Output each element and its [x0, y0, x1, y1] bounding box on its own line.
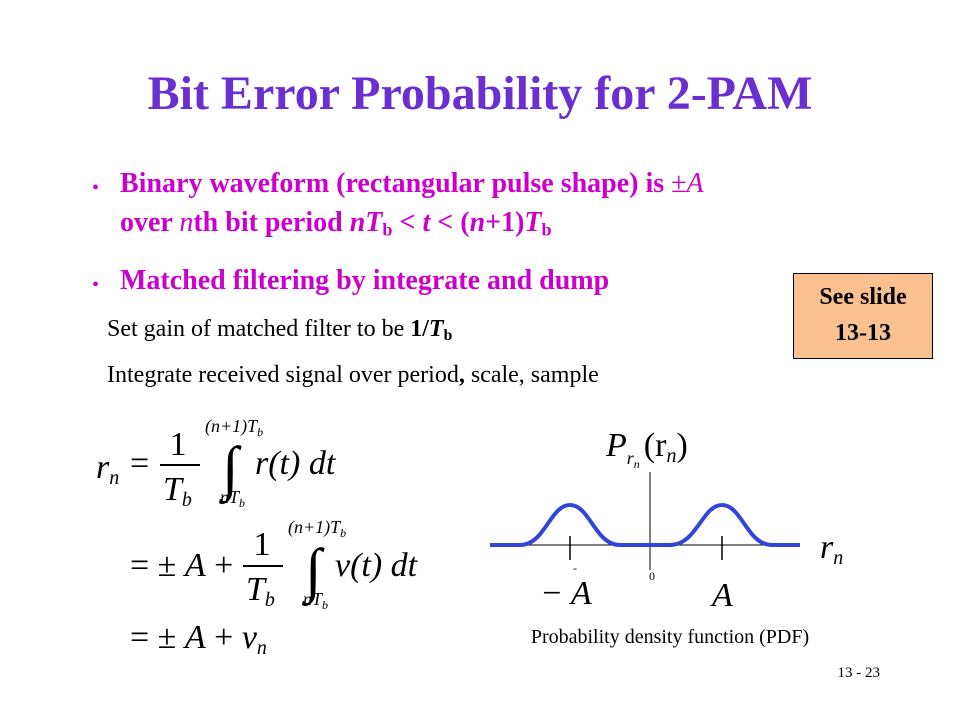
text: th bit period [193, 207, 350, 238]
eq-sub: r [627, 448, 635, 468]
eq-sub: b [340, 526, 346, 540]
bullet-text: Matched filtering by integrate and dump [120, 265, 610, 296]
eq-sub: n [257, 637, 267, 659]
eq-sym: (n+1)T [205, 416, 259, 437]
bullet-text: over nth bit period nTb < t < (n+1)Tb [120, 207, 552, 241]
eq-text: (n+1)Tb [288, 517, 346, 540]
eq-text: (n+1)Tb [205, 416, 263, 439]
text: < ( [430, 207, 470, 238]
text: Integrate received signal over period [107, 362, 459, 388]
eq-sym: A [183, 547, 206, 584]
text: , [458, 362, 465, 388]
eq-sym: v [242, 619, 258, 656]
eq-sym: P [605, 427, 627, 464]
eq-sub: b [322, 598, 328, 612]
eq-sym: T [246, 571, 267, 608]
eq-text: 1 [170, 426, 187, 463]
sub-item: Integrate received signal over period, s… [107, 362, 599, 389]
eq-sub: b [257, 425, 263, 439]
bullet-dot: • [92, 274, 100, 296]
text: A [686, 168, 704, 199]
text: < [392, 207, 423, 238]
eq-sub: b [182, 489, 192, 511]
bullet-dot: • [92, 177, 100, 199]
eq-sym: A [183, 619, 206, 656]
text: ± [671, 168, 687, 199]
plot-label: - [573, 561, 577, 575]
eq-text: = ± A + [130, 547, 233, 584]
text: T [524, 207, 542, 238]
text: nT [349, 207, 383, 238]
plot-label: 0 [649, 569, 655, 583]
text: b [382, 219, 393, 240]
eq-sym: nT [303, 589, 324, 609]
text: +1) [485, 207, 525, 238]
eq-sym: T [163, 471, 184, 508]
eq-sub: n [833, 547, 843, 569]
eq-sub: b [265, 589, 275, 611]
page-number: 13 - 23 [838, 665, 881, 681]
eq-sym: r [820, 529, 834, 566]
bullet-text: Binary waveform (rectangular pulse shape… [120, 168, 704, 200]
slide-title: Bit Error Probability for 2-PAM [147, 67, 813, 120]
text: T [428, 316, 444, 342]
eq-text: = ± A + vn [130, 619, 267, 659]
callout-box: See slide 13-13 [793, 273, 933, 359]
eq-text: rn [96, 449, 119, 489]
text: n [469, 207, 486, 238]
eq-text: v(t) dt [335, 547, 419, 584]
text: n [179, 207, 194, 238]
text: 1/ [410, 316, 429, 342]
text: Binary waveform (rectangular pulse shape… [120, 168, 672, 199]
eq-text: Tb [163, 471, 192, 511]
text: b [443, 326, 453, 344]
eq-text: nTb [220, 487, 245, 510]
eq-sub: b [239, 496, 245, 510]
plot-label: A [710, 577, 733, 614]
eq-sub: n [634, 457, 640, 471]
eq-sub: n [666, 445, 676, 467]
plot-label: Prn (rn) [605, 427, 688, 471]
plot-caption: Probability density function (PDF) [531, 626, 809, 648]
plot-label: − A [540, 575, 592, 612]
sub-item: Set gain of matched filter to be 1/Tb [107, 316, 452, 345]
eq-sub: n [109, 467, 119, 489]
eq-sym: + [214, 619, 233, 656]
eq-text: nTb [303, 589, 328, 612]
eq-text: ∫ [219, 435, 242, 505]
eq-sym: (r [644, 427, 667, 464]
eq-sym: = ± [130, 619, 176, 656]
text: Set gain of matched filter to be [107, 316, 411, 342]
text: t [422, 207, 431, 238]
callout-text: 13-13 [835, 320, 891, 346]
eq-sym: + [214, 547, 233, 584]
eq-text: ∫ [302, 537, 325, 607]
eq-sym: r [96, 449, 110, 486]
eq-text: Tb [246, 571, 275, 611]
eq-sym: = ± [130, 547, 176, 584]
pdf-curve [490, 502, 800, 547]
text: scale, sample [464, 362, 599, 388]
eq-text: = [130, 445, 149, 482]
eq-sym: (n+1)T [288, 517, 342, 538]
eq-sym: ) [676, 427, 687, 464]
text: b [541, 219, 552, 240]
eq-text: r(t) dt [255, 445, 337, 482]
plot-label: rn [820, 529, 843, 569]
text: over [120, 207, 180, 238]
callout-text: See slide [819, 284, 907, 310]
eq-text: 1 [254, 526, 271, 563]
eq-sym: nT [220, 487, 241, 507]
